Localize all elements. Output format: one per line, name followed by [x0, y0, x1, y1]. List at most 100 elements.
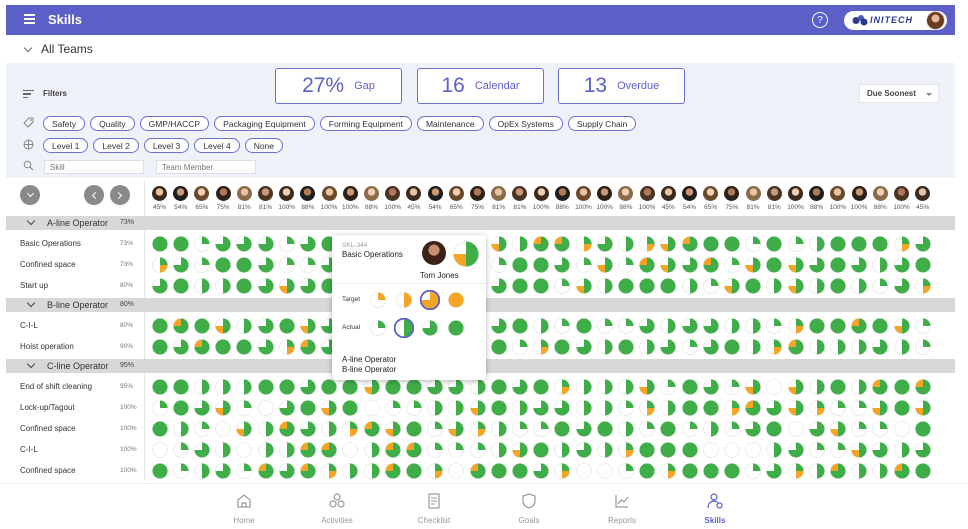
skill-level-cell[interactable] — [914, 421, 931, 437]
skill-level-cell[interactable] — [384, 463, 401, 479]
team-member-avatar[interactable] — [258, 186, 273, 201]
skill-level-cell[interactable] — [405, 421, 422, 437]
skill-level-cell[interactable] — [702, 442, 719, 458]
team-member-avatar[interactable] — [618, 186, 634, 201]
skill-level-cell[interactable] — [893, 421, 910, 437]
skill-level-cell[interactable] — [215, 257, 231, 273]
skill-level-cell[interactable] — [787, 379, 804, 395]
skill-level-cell[interactable] — [554, 339, 571, 355]
skill-level-cell[interactable] — [490, 257, 507, 273]
skill-level-cell[interactable] — [363, 421, 380, 437]
skill-level-cell[interactable] — [427, 421, 443, 437]
team-member-avatar[interactable] — [554, 186, 570, 201]
skill-level-cell[interactable] — [702, 339, 719, 355]
skill-level-cell[interactable] — [660, 463, 677, 479]
skill-level-cell[interactable] — [893, 257, 910, 273]
skill-level-cell[interactable] — [596, 379, 613, 395]
skill-level-cell[interactable] — [342, 442, 359, 458]
skill-level-cell[interactable] — [829, 257, 846, 273]
skill-level-cell[interactable] — [490, 236, 507, 252]
target-level-option[interactable] — [370, 292, 386, 313]
skill-level-cell[interactable] — [872, 463, 889, 479]
gap-stat-card[interactable]: 27% Gap — [275, 68, 402, 104]
chip-maintenance[interactable]: Maintenance — [416, 116, 484, 131]
skill-level-cell[interactable] — [278, 318, 295, 334]
team-member-avatar[interactable] — [448, 186, 464, 201]
team-selector[interactable]: All Teams — [6, 39, 93, 59]
calendar-stat-card[interactable]: 16 Calendar — [417, 68, 544, 104]
skill-level-cell[interactable] — [766, 278, 783, 294]
skill-level-cell[interactable] — [766, 318, 783, 334]
skill-level-cell[interactable] — [554, 257, 571, 273]
skill-level-cell[interactable] — [787, 257, 804, 273]
overdue-stat-card[interactable]: 13 Overdue — [558, 68, 685, 104]
skill-level-cell[interactable] — [342, 463, 359, 479]
skill-level-cell[interactable] — [745, 236, 761, 252]
team-member-avatar[interactable] — [894, 186, 909, 201]
skill-level-cell[interactable] — [766, 421, 783, 437]
skill-level-cell[interactable] — [723, 400, 740, 416]
skill-level-cell[interactable] — [533, 421, 549, 437]
skill-level-cell[interactable] — [639, 278, 655, 294]
skill-level-cell[interactable] — [660, 379, 677, 395]
team-member-avatar[interactable] — [470, 186, 485, 201]
skill-level-cell[interactable] — [299, 278, 316, 294]
team-member-avatar[interactable] — [915, 186, 931, 201]
skill-level-cell[interactable] — [172, 379, 189, 395]
skill-level-cell[interactable] — [681, 463, 698, 479]
skill-level-cell[interactable] — [215, 400, 231, 416]
skill-level-cell[interactable] — [299, 339, 316, 355]
team-member-avatar[interactable] — [427, 186, 443, 201]
skill-name[interactable]: Lock-up/Tagout — [20, 403, 75, 412]
skill-level-cell[interactable] — [151, 379, 168, 395]
skill-level-cell[interactable] — [681, 339, 698, 355]
skill-level-cell[interactable] — [681, 257, 698, 273]
skill-level-cell[interactable] — [554, 318, 571, 334]
skill-level-cell[interactable] — [787, 278, 804, 294]
skill-name[interactable]: C-I-L — [20, 445, 38, 454]
skill-level-cell[interactable] — [490, 278, 507, 294]
skill-level-cell[interactable] — [384, 421, 401, 437]
skill-level-cell[interactable] — [829, 463, 846, 479]
skill-level-cell[interactable] — [808, 400, 825, 416]
skill-level-cell[interactable] — [575, 421, 592, 437]
skill-level-cell[interactable] — [851, 318, 867, 334]
skill-level-cell[interactable] — [363, 400, 380, 416]
skill-level-cell[interactable] — [660, 318, 677, 334]
skill-level-cell[interactable] — [617, 236, 634, 252]
skill-level-cell[interactable] — [596, 463, 613, 479]
team-member-avatar[interactable] — [597, 186, 613, 201]
chip-supply-chain[interactable]: Supply Chain — [567, 116, 637, 131]
skill-level-cell[interactable] — [914, 278, 931, 294]
team-member-avatar[interactable] — [830, 186, 846, 201]
skill-level-cell[interactable] — [787, 318, 804, 334]
skill-level-cell[interactable] — [511, 318, 528, 334]
skill-level-cell[interactable] — [321, 400, 337, 416]
skill-level-cell[interactable] — [914, 379, 931, 395]
skill-level-cell[interactable] — [617, 400, 634, 416]
skill-level-cell[interactable] — [872, 318, 889, 334]
skill-level-cell[interactable] — [702, 278, 719, 294]
team-member-avatar[interactable] — [406, 186, 422, 201]
chip-packaging-equipment[interactable]: Packaging Equipment — [214, 116, 315, 131]
chip-quality[interactable]: Quality — [90, 116, 135, 131]
skill-level-cell[interactable] — [151, 318, 168, 334]
nav-skills[interactable]: Skills — [680, 484, 750, 529]
skill-level-cell[interactable] — [596, 339, 613, 355]
chip-level-2[interactable]: Level 2 — [93, 138, 139, 153]
skill-level-cell[interactable] — [872, 257, 889, 273]
skill-level-cell[interactable] — [660, 421, 677, 437]
skill-level-cell[interactable] — [787, 236, 804, 252]
skill-level-cell[interactable] — [851, 421, 867, 437]
skill-level-cell[interactable] — [681, 442, 698, 458]
skill-level-cell[interactable] — [766, 257, 783, 273]
skill-level-cell[interactable] — [215, 278, 231, 294]
skill-level-cell[interactable] — [533, 379, 549, 395]
chip-opex-systems[interactable]: OpEx Systems — [488, 116, 563, 131]
skill-level-cell[interactable] — [639, 379, 655, 395]
skill-level-cell[interactable] — [511, 379, 528, 395]
skill-level-cell[interactable] — [151, 400, 168, 416]
team-member-avatar[interactable] — [236, 186, 252, 201]
skill-level-cell[interactable] — [193, 318, 210, 334]
skill-level-cell[interactable] — [554, 236, 571, 252]
